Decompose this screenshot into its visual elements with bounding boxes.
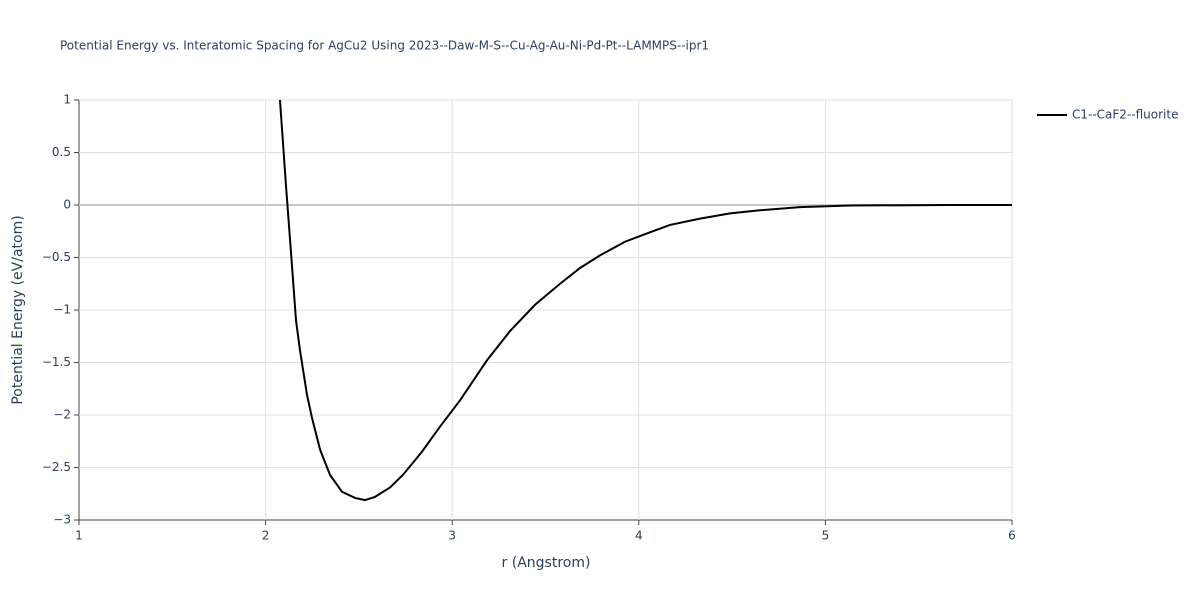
x-tick-label: 4 (635, 529, 643, 543)
y-tick-label: −1 (53, 303, 71, 317)
x-tick-label: 3 (448, 529, 456, 543)
y-axis-title: Potential Energy (eV/atom) (10, 215, 26, 404)
y-tick-label: −3 (53, 513, 71, 527)
x-tick-label: 6 (1008, 529, 1016, 543)
data-line (278, 99, 1012, 502)
x-tick-label: 2 (262, 529, 270, 543)
y-tick-label: 1 (63, 93, 71, 107)
y-tick-label: −0.5 (42, 250, 71, 264)
x-axis-title: r (Angstrom) (502, 555, 591, 571)
chart-title: Potential Energy vs. Interatomic Spacing… (60, 39, 709, 53)
y-tick-label: −2 (53, 408, 71, 422)
x-tick-label: 5 (822, 529, 830, 543)
legend-label: C1--CaF2--fluorite (1072, 108, 1178, 122)
x-tick-label: 1 (75, 529, 83, 543)
y-tick-label: 0 (63, 198, 71, 212)
y-tick-label: 0.5 (52, 145, 71, 159)
y-tick-label: −1.5 (42, 355, 71, 369)
y-tick-label: −2.5 (42, 460, 71, 474)
